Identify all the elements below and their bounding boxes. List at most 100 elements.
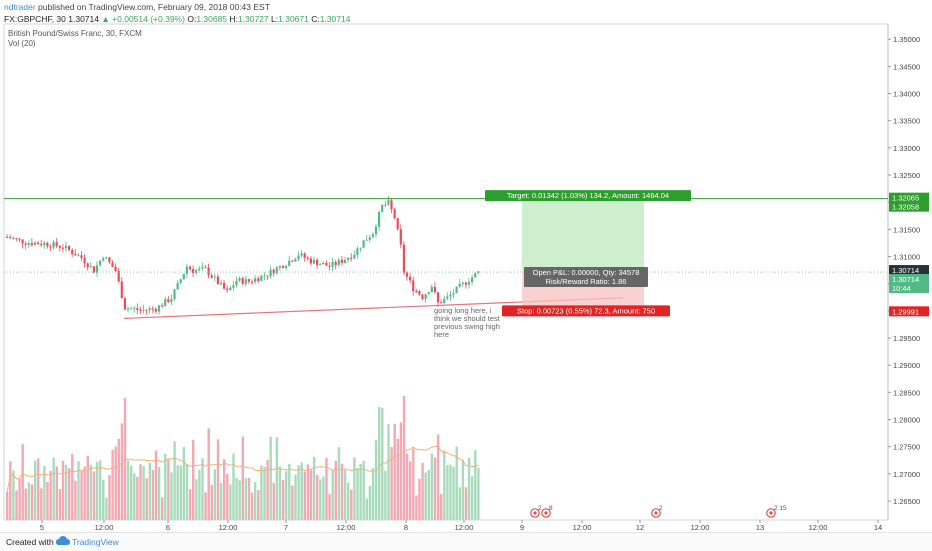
volume-bar <box>102 479 105 520</box>
volume-bar <box>139 464 142 520</box>
candle-body <box>424 294 427 300</box>
pnl-box-bg <box>524 267 648 288</box>
candle-body <box>27 243 30 245</box>
volume-legend: Vol (20) <box>8 39 36 48</box>
volume-bar <box>430 453 434 520</box>
volume-bar <box>68 468 71 520</box>
volume-bar <box>74 480 77 520</box>
volume-bar <box>226 474 229 520</box>
volume-bar <box>390 447 393 520</box>
volume-bar <box>142 465 145 520</box>
symbol[interactable]: FX:GBPCHF, 30 <box>4 14 66 24</box>
price-tick-label: 1.33000 <box>893 144 920 153</box>
price-tag-text: 10:44 <box>892 284 911 293</box>
candle-body <box>353 254 356 259</box>
volume-bar <box>399 422 403 520</box>
target-label-text: Target: 0.01342 (1.03%) 134.2, Amount: 1… <box>507 191 669 200</box>
event-dot <box>769 511 773 515</box>
candle-body <box>223 282 226 289</box>
stop-label-text: Stop: 0.00723 (0.55%) 72.3, Amount: 750 <box>517 306 655 315</box>
volume-bar <box>405 453 409 520</box>
price-tick-label: 1.28000 <box>893 415 920 424</box>
candle-body <box>173 289 176 300</box>
candle-body <box>343 259 347 264</box>
candle-body <box>229 287 232 291</box>
candle-body <box>226 288 229 291</box>
candle-body <box>368 237 371 240</box>
last-price: 1.30714 <box>68 14 99 24</box>
author-link[interactable]: ndtrader <box>4 2 36 12</box>
candle-body <box>61 247 64 249</box>
candle-body <box>130 308 133 310</box>
volume-bar <box>409 461 412 520</box>
volume-bar <box>387 424 390 520</box>
time-tick-label: 8 <box>404 523 408 532</box>
candle-body <box>325 263 328 266</box>
candle-body <box>238 278 241 281</box>
volume-bar <box>272 482 275 520</box>
tradingview-brand[interactable]: TradingView <box>72 537 119 547</box>
candle-body <box>322 263 325 265</box>
volume-bar <box>179 465 182 520</box>
volume-bar <box>461 459 465 520</box>
candle-body <box>244 279 247 284</box>
candle-body <box>126 308 130 310</box>
volume-bar <box>312 456 316 520</box>
price-tick-label: 1.33500 <box>893 117 920 126</box>
price-chart[interactable]: 1.35000 1.34500 1.34000 1.33500 1.33000 1.325… <box>0 0 932 532</box>
candle-body <box>185 266 188 274</box>
candle-body <box>114 266 117 271</box>
profit-zone <box>522 199 644 273</box>
volume-bar <box>347 482 350 520</box>
candle-body <box>154 308 157 312</box>
candle-body <box>393 209 396 219</box>
candle-body <box>145 309 148 311</box>
price-tag: 1.32065 <box>889 192 929 203</box>
price-tick-label: 1.34500 <box>893 62 920 71</box>
volume-bar <box>427 469 430 520</box>
price-tick-label: 1.27000 <box>893 470 920 479</box>
annotation-line: previous swing high <box>434 322 500 331</box>
candle-body <box>179 279 182 283</box>
candle-body <box>157 305 161 312</box>
volume-bar <box>201 458 204 520</box>
volume-bar <box>353 457 356 520</box>
candle-body <box>471 277 474 283</box>
volume-bar <box>281 479 285 520</box>
volume-bar <box>396 438 399 520</box>
time-tick-label: 12:00 <box>219 523 238 532</box>
volume-bar <box>99 460 102 520</box>
event-dot <box>544 511 548 515</box>
volume-bar <box>111 449 114 520</box>
volume-bar <box>21 444 24 520</box>
volume-bar <box>257 490 260 520</box>
candle-body <box>250 281 254 283</box>
price-tag-bg <box>889 283 929 294</box>
volume-bar <box>49 470 52 520</box>
high-value: 1.30727 <box>237 14 269 24</box>
volume-bar <box>433 457 437 520</box>
volume-bar <box>185 464 189 520</box>
footer: Created with TradingView <box>0 532 932 551</box>
volume-bar <box>374 440 378 520</box>
time-tick-label: 9 <box>520 523 524 532</box>
volume-bar <box>244 478 248 520</box>
volume-bar <box>170 472 173 520</box>
candle-body <box>328 265 331 267</box>
volume-bar <box>337 447 341 520</box>
candle-body <box>285 265 288 269</box>
candle-body <box>294 259 297 262</box>
candle-body <box>260 275 263 281</box>
candle-body <box>198 268 201 271</box>
volume-bar <box>12 470 15 520</box>
candle-body <box>102 258 105 261</box>
volume-bar <box>161 497 164 520</box>
event-count: 2 <box>538 505 542 512</box>
volume-bar <box>6 491 9 520</box>
volume-bar <box>232 453 235 520</box>
volume-bar <box>474 450 477 520</box>
candle-body <box>374 226 378 235</box>
volume-bar <box>421 462 424 520</box>
candle-body <box>254 278 257 282</box>
volume-bar <box>204 492 207 520</box>
